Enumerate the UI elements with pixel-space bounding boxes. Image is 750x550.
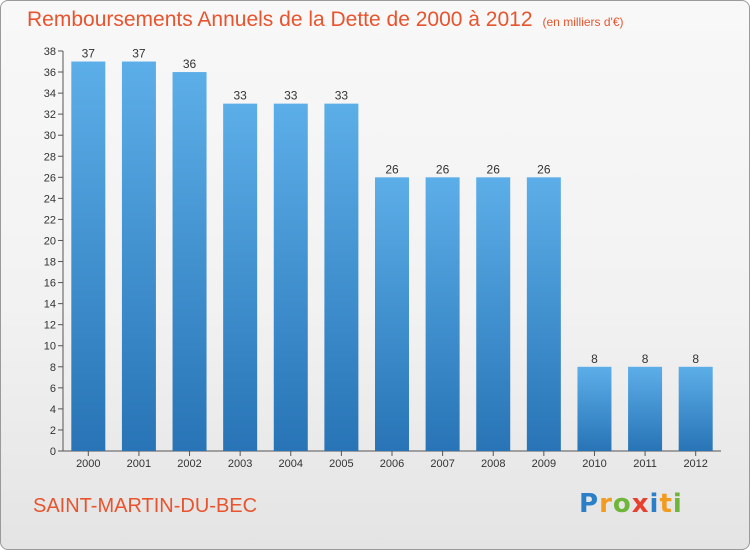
x-tick-label: 2001 [127,458,151,470]
bar [273,103,308,451]
y-tick-label: 28 [44,151,56,163]
x-tick-label: 2012 [683,458,707,470]
x-tick-label: 2010 [582,458,606,470]
data-label: 33 [335,89,349,103]
bar [628,366,663,451]
data-label: 8 [692,352,699,366]
logo-letter: r [599,489,613,519]
x-tick-label: 2008 [481,458,505,470]
x-tick-label: 2006 [380,458,404,470]
y-tick-label: 18 [44,257,56,269]
data-label: 33 [233,89,247,103]
y-tick-label: 20 [44,235,56,247]
y-tick-label: 14 [44,299,56,311]
y-tick-label: 0 [50,446,56,458]
y-tick-label: 30 [44,130,56,142]
y-tick-label: 12 [44,320,56,332]
logo-letter: i [649,489,660,519]
data-label: 8 [591,352,598,366]
x-tick-label: 2009 [532,458,556,470]
data-label: 26 [436,162,450,176]
bar [324,103,359,451]
logo-letter: o [612,489,632,519]
y-tick-label: 26 [44,172,56,184]
y-tick-label: 6 [50,383,56,395]
y-tick-label: 8 [50,362,56,374]
y-tick-label: 16 [44,278,56,290]
y-tick-label: 2 [50,425,56,437]
data-label: 26 [487,162,501,176]
x-tick-label: 2003 [228,458,252,470]
chart-title-text: Remboursements Annuels de la Dette de 20… [27,8,533,31]
y-tick-label: 24 [44,193,56,205]
x-tick-label: 2004 [279,458,303,470]
bar [71,61,106,452]
logo-letter: P [579,489,600,519]
data-label: 26 [385,162,399,176]
chart-subtitle: (en milliers d'€) [542,15,624,29]
x-tick-label: 2005 [329,458,353,470]
data-label: 26 [537,162,551,176]
data-label: 8 [642,352,649,366]
logo-letter: x [631,489,650,519]
y-tick-label: 10 [44,341,56,353]
town-name: SAINT-MARTIN-DU-BEC [33,495,258,517]
proxiti-logo: Proxiti [579,489,683,519]
bar [526,177,561,451]
bar [172,72,207,451]
bar [375,177,409,451]
x-tick-label: 2011 [633,458,657,470]
y-tick-label: 32 [44,109,56,121]
x-tick-label: 2007 [430,458,454,470]
y-tick-label: 36 [44,67,56,79]
logo-letter: t [659,489,673,519]
bar [678,366,713,451]
data-label: 37 [132,47,146,61]
y-tick-label: 22 [44,214,56,226]
bar [476,177,511,451]
logo-letter: i [672,489,683,519]
bar [577,366,612,451]
bar [223,103,258,451]
data-label: 33 [284,89,298,103]
bar [121,61,156,452]
y-tick-label: 4 [50,404,56,416]
y-tick-label: 34 [44,88,56,100]
y-tick-label: 38 [44,46,56,58]
x-tick-label: 2002 [177,458,201,470]
bar [425,177,460,451]
data-label: 37 [82,47,96,61]
x-tick-label: 2000 [76,458,100,470]
chart-title: Remboursements Annuels de la Dette de 20… [27,8,624,32]
data-label: 36 [183,57,197,71]
